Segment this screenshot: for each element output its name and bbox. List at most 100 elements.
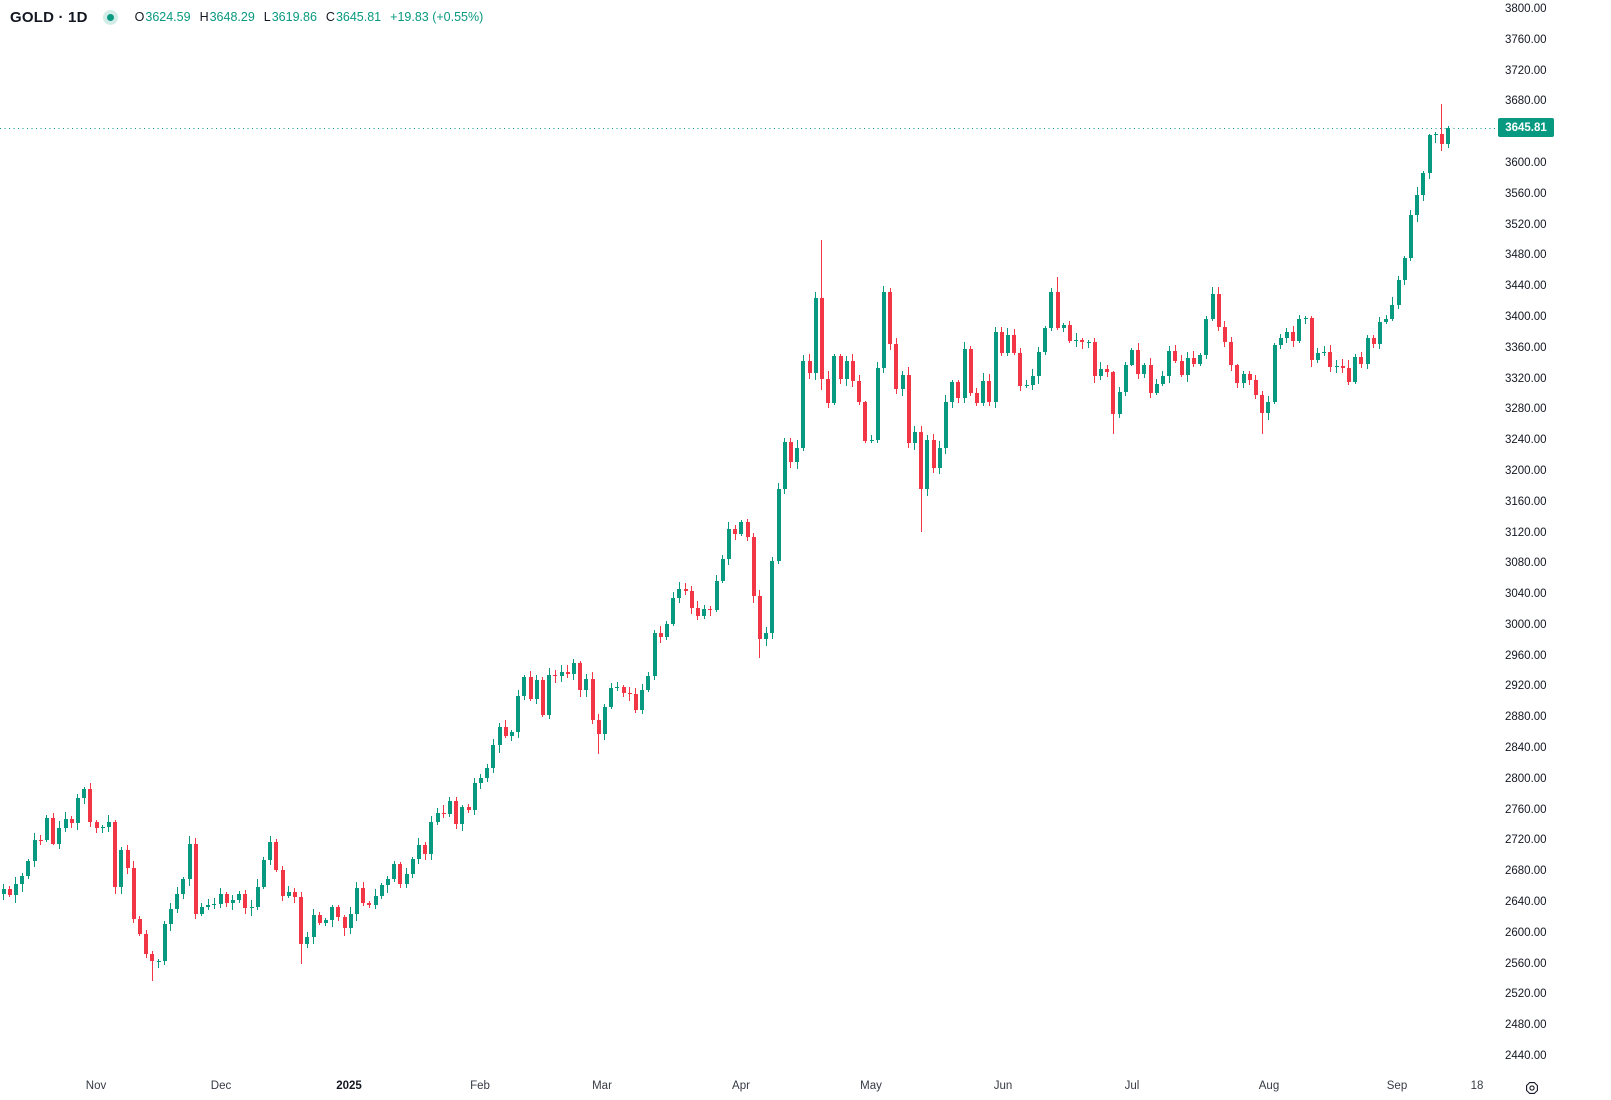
candle-body (1304, 318, 1308, 319)
candle-body (175, 894, 179, 909)
candle-body (1186, 358, 1190, 375)
candle-body (1291, 332, 1295, 341)
price-tick-label: 3560.00 (1505, 187, 1547, 200)
time-tick-label: Feb (470, 1080, 490, 1092)
candle-body (1012, 335, 1016, 353)
candle-body (355, 888, 359, 914)
candle-body (1037, 352, 1041, 376)
candle-body (1266, 402, 1270, 413)
candle-body (1111, 372, 1115, 414)
candle-body (801, 361, 805, 448)
candle-wick (555, 670, 556, 683)
candle-body (57, 828, 61, 844)
candle-body (1105, 369, 1109, 372)
candle-body (1167, 351, 1171, 376)
candle-body (820, 298, 824, 379)
candle-body (969, 349, 973, 393)
candle-body (1161, 376, 1165, 384)
candle-body (1415, 195, 1419, 215)
candle-body (715, 581, 719, 610)
price-tick-label: 2800.00 (1505, 772, 1547, 785)
time-tick-label: Apr (732, 1080, 750, 1092)
candle-body (1353, 357, 1357, 382)
candle-body (1297, 319, 1301, 341)
candle-body (1403, 258, 1407, 280)
symbol-title[interactable]: GOLD · 1D (10, 8, 88, 26)
candle-body (1118, 392, 1122, 414)
candle-body (789, 442, 793, 462)
candle-body (1310, 318, 1314, 360)
candle-body (1198, 355, 1202, 364)
candle-body (138, 919, 142, 934)
candle-body (572, 663, 576, 674)
candle-body (150, 954, 154, 961)
candle-body (932, 440, 936, 468)
candle-body (367, 903, 371, 905)
candle-body (832, 356, 836, 403)
candle-body (1260, 395, 1264, 413)
candle-body (584, 679, 588, 690)
candle-body (1142, 365, 1146, 374)
candle-body (671, 598, 675, 624)
time-axis[interactable]: Nov Dec 2025 Feb Mar Apr May Jun Jul Aug Sep 18 (0, 1073, 1611, 1100)
price-scale-settings-button[interactable] (1523, 1079, 1541, 1097)
market-status-dot (106, 13, 114, 21)
candle-body (1366, 338, 1370, 364)
price-tick-label: 3200.00 (1505, 464, 1547, 477)
high-value: H3648.29 (199, 10, 255, 24)
candle-body (1080, 340, 1084, 342)
candle-body (956, 382, 960, 398)
price-tick-label: 3680.00 (1505, 95, 1547, 108)
candle-body (882, 292, 886, 368)
candle-body (1031, 376, 1035, 385)
candle-body (95, 822, 99, 828)
candle-body (963, 349, 967, 398)
price-tick-label: 3280.00 (1505, 403, 1547, 416)
candle-body (839, 356, 843, 379)
candle-body (169, 909, 173, 924)
time-tick-label: May (860, 1080, 882, 1092)
candle-body (739, 522, 743, 534)
candle-body (560, 672, 564, 676)
candle-body (510, 732, 514, 736)
market-status-icon[interactable] (102, 9, 118, 25)
candle-body (1130, 350, 1134, 365)
candle-wick (1026, 380, 1027, 388)
candle-body (380, 885, 384, 896)
symbol-legend[interactable]: GOLD · 1D O3624.59 H3648.29 L3619.86 C36… (10, 6, 483, 28)
candle-body (1434, 134, 1438, 135)
candle-body (504, 727, 508, 736)
candle-body (1229, 342, 1233, 365)
candle-body (262, 860, 266, 887)
candle-body (1428, 135, 1432, 173)
candle-body (1421, 173, 1425, 195)
candle-body (566, 672, 570, 674)
candle-body (1093, 342, 1097, 376)
price-tick-label: 2920.00 (1505, 680, 1547, 693)
candle-body (473, 783, 477, 810)
candle-body (64, 819, 68, 828)
candle-wick (617, 682, 618, 691)
candle-wick (214, 898, 215, 909)
candle-body (1149, 365, 1153, 393)
price-tick-label: 2880.00 (1505, 711, 1547, 724)
price-tick-label: 3160.00 (1505, 495, 1547, 508)
candle-body (20, 876, 24, 884)
candle-body (1211, 294, 1215, 319)
candle-body (243, 894, 247, 908)
price-tick-label: 3400.00 (1505, 310, 1547, 323)
candle-body (485, 768, 489, 778)
candle-body (1006, 335, 1010, 353)
candle-body (181, 879, 185, 894)
candle-body (609, 688, 613, 707)
current-price-badge: 3645.81 (1498, 118, 1554, 138)
candle-wick (1324, 346, 1325, 356)
price-tick-label: 3480.00 (1505, 249, 1547, 262)
candle-body (634, 694, 638, 710)
candlestick-chart[interactable] (0, 0, 1497, 1073)
candle-body (1248, 374, 1252, 380)
price-axis[interactable]: 3645.81 3800.003760.003720.003680.003640… (1497, 0, 1611, 1073)
candle-body (1068, 325, 1072, 341)
candle-body (1099, 369, 1103, 376)
